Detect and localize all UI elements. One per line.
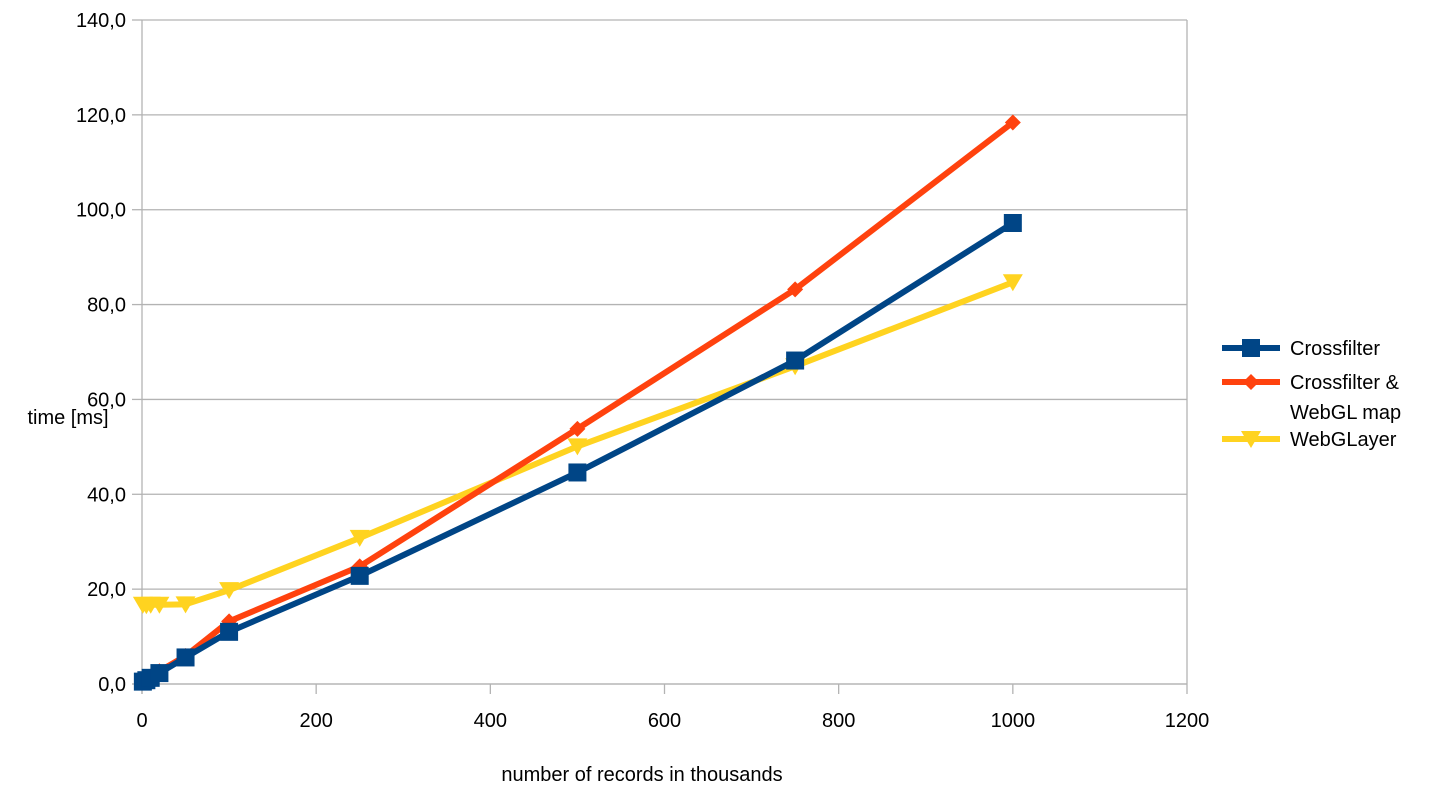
data-point [149, 596, 170, 614]
data-point [150, 664, 169, 683]
data-point [349, 529, 370, 547]
legend-item: Crossfilter [1222, 338, 1380, 360]
y-tick-labels: 0,0 20,0 40,0 60,0 80,0 100,0 120,0 140,0 [76, 10, 126, 696]
y-tick-label: 120,0 [76, 105, 126, 127]
x-axis-title: number of records in thousands [501, 764, 782, 786]
data-point [1003, 213, 1022, 232]
legend-label: WebGL map [1290, 402, 1401, 424]
x-tick-labels: 0 200 400 600 800 1000 1200 [136, 710, 1209, 732]
data-point [1004, 114, 1021, 131]
y-tick-label: 0,0 [98, 674, 126, 696]
data-point [220, 622, 239, 641]
data-point [350, 566, 369, 585]
legend-label: Crossfilter [1290, 338, 1380, 360]
x-tick-label: 800 [822, 710, 855, 732]
legend-item: WebGLayer [1222, 429, 1397, 451]
series-group [132, 114, 1023, 691]
x-tick-label: 600 [648, 710, 681, 732]
y-tick-label: 140,0 [76, 10, 126, 32]
y-tick-label: 80,0 [87, 295, 126, 317]
x-tick-label: 0 [136, 710, 147, 732]
axes [132, 19, 1188, 694]
x-tick-label: 200 [299, 710, 332, 732]
data-point [569, 420, 586, 437]
y-axis-title: time [ms] [27, 407, 108, 429]
series-crossfilter [133, 213, 1022, 691]
data-point [567, 438, 588, 456]
x-tick-label: 400 [474, 710, 507, 732]
series-line [139, 119, 1016, 685]
series-webglayer [132, 274, 1023, 615]
legend-marker [1243, 374, 1259, 390]
legend-label: Crossfilter & [1290, 372, 1400, 394]
legend-marker [1242, 339, 1260, 357]
grid-lines [142, 19, 1187, 685]
data-point [175, 596, 196, 614]
data-point [219, 582, 240, 600]
data-point [1002, 274, 1023, 292]
x-tick-label: 1200 [1165, 710, 1210, 732]
y-tick-label: 100,0 [76, 200, 126, 222]
legend: Crossfilter Crossfilter & WebGL map WebGLay… [1222, 338, 1401, 451]
y-tick-label: 20,0 [87, 579, 126, 601]
series-crossfilter-webgl-map [134, 114, 1021, 690]
legend-marker [1241, 431, 1261, 448]
y-tick-label: 40,0 [87, 484, 126, 506]
legend-label: WebGLayer [1290, 429, 1397, 451]
y-tick-label: 60,0 [87, 389, 126, 411]
x-tick-label: 1000 [991, 710, 1036, 732]
data-point [568, 463, 587, 482]
data-point [786, 351, 805, 370]
data-point [176, 648, 195, 667]
legend-item: Crossfilter & WebGL map [1222, 372, 1401, 424]
data-point [787, 281, 804, 298]
